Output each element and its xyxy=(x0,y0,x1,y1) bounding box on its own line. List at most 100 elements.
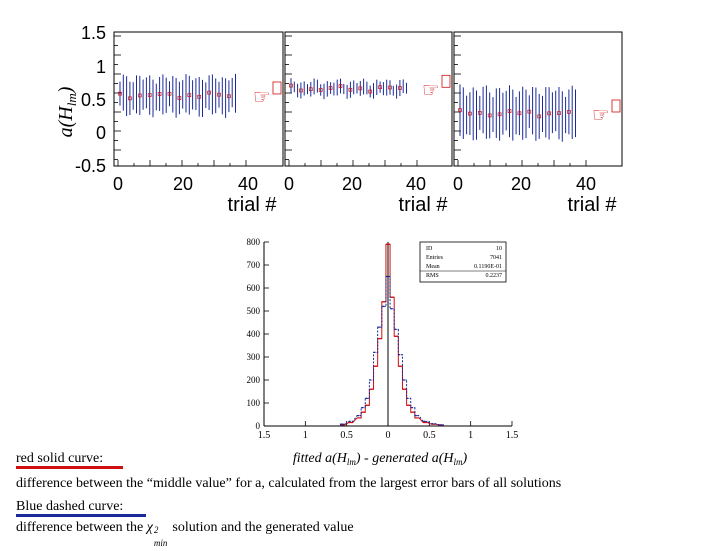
histogram-x-label: fitted a(Hlm) - generated a(Hlm) xyxy=(293,451,468,467)
x-axis-title: trial # xyxy=(399,194,449,216)
histogram-x-tick-label: 1.5 xyxy=(258,430,271,441)
histogram-y-tick-label: 400 xyxy=(247,329,261,339)
data-point xyxy=(557,111,561,116)
blue-caption-pre: difference between the xyxy=(16,520,147,535)
panel-2: ☞ xyxy=(284,31,453,167)
histogram-y-tick-label: 500 xyxy=(247,306,261,316)
true-value-marker xyxy=(272,81,282,95)
y-tick-label: 0 xyxy=(96,123,106,143)
x-axis-title: trial # xyxy=(228,194,278,216)
panel-frame xyxy=(284,31,453,167)
histogram-x-axis-title: fitted a(Hlm) - generated a(Hlm) xyxy=(293,451,468,467)
y-tick-label: 1.5 xyxy=(81,23,106,43)
y-tick-label: 0.5 xyxy=(81,90,106,110)
data-point xyxy=(157,92,162,96)
histogram-y-tick-label: 200 xyxy=(247,375,261,385)
stats-value: 0.2237 xyxy=(486,273,503,279)
panel-frame xyxy=(453,31,623,167)
data-point xyxy=(567,110,571,114)
data-point xyxy=(537,114,542,119)
stats-label: RMS xyxy=(426,273,439,279)
data-point xyxy=(477,111,482,115)
data-point xyxy=(147,93,152,97)
x-tick-label: 20 xyxy=(342,174,362,194)
blue-caption-heading: Blue dashed curve: xyxy=(16,499,124,514)
panel-group: ☞ ☞ ☞ xyxy=(113,31,623,167)
histogram-x-tick-label: 0.5 xyxy=(423,430,436,441)
histogram-x-tick-label: 1.5 xyxy=(506,430,519,441)
data-point xyxy=(318,88,323,92)
data-point xyxy=(207,90,211,95)
histogram-x-tick-label: 1 xyxy=(468,430,473,441)
data-point xyxy=(137,93,142,98)
blue-underline xyxy=(16,514,146,517)
data-point xyxy=(388,85,392,90)
data-point xyxy=(328,86,333,90)
stats-value: 0.1190E-01 xyxy=(474,264,502,270)
histogram-outline xyxy=(339,276,444,426)
red-caption-text: difference between the “middle value” fo… xyxy=(16,476,562,491)
x-tick-label: 20 xyxy=(173,174,193,194)
stats-label: Entries xyxy=(426,255,444,261)
histogram-y-tick-label: 700 xyxy=(247,260,261,270)
data-point xyxy=(527,109,532,114)
data-point xyxy=(289,83,293,88)
x-tick-label: 0 xyxy=(113,174,123,194)
pointing-hand-icon: ☞ xyxy=(592,102,610,126)
histogram-y-tick-label: 800 xyxy=(247,237,261,247)
data-point xyxy=(507,109,512,114)
chi-symbol: χ 2 min xyxy=(146,520,168,548)
data-point xyxy=(118,91,122,96)
data-point xyxy=(308,87,313,92)
y-tick-labels: 1.5 1 0.5 0 -0.5 xyxy=(75,23,106,176)
blue-caption-post: solution and the generated value xyxy=(168,520,354,535)
x-tick-labels: 0 20 40 0 20 40 0 20 40 xyxy=(113,174,596,194)
data-point xyxy=(177,96,182,100)
histogram-y-tick-label: 100 xyxy=(247,398,261,408)
data-point xyxy=(338,84,343,88)
data-point xyxy=(497,112,502,117)
y-tick-label: 1 xyxy=(96,57,106,77)
histogram-series xyxy=(339,243,444,426)
histogram-outline xyxy=(339,243,444,426)
histogram-y-tick-label: 0 xyxy=(256,421,261,431)
x-axis-titles: trial # trial # trial # xyxy=(228,194,618,216)
red-underline xyxy=(16,466,123,469)
stats-box: ID 10 Entries 7041 Mean 0.1190E-01 RMS 0… xyxy=(419,241,507,283)
panel-frame xyxy=(113,31,284,167)
stats-value: 10 xyxy=(496,246,502,252)
stats-label: Mean xyxy=(426,264,440,270)
x-tick-label: 20 xyxy=(511,174,531,194)
x-tick-label: 40 xyxy=(576,174,596,194)
histogram-y-tick-label: 600 xyxy=(247,283,261,293)
stats-value: 7041 xyxy=(490,255,502,261)
data-point xyxy=(348,87,353,92)
y-axis-label: a(Hlm) xyxy=(55,86,79,137)
data-point xyxy=(458,108,462,112)
x-tick-label: 0 xyxy=(284,174,294,194)
y-tick-label: -0.5 xyxy=(75,156,106,176)
data-point xyxy=(368,89,373,94)
true-value-marker xyxy=(441,74,451,88)
data-point xyxy=(547,111,551,116)
panel-3: ☞ xyxy=(453,31,623,167)
histogram-x-tick-label: 0 xyxy=(386,430,391,441)
data-point xyxy=(227,94,231,99)
stats-label: ID xyxy=(426,246,433,252)
x-tick-label: 40 xyxy=(238,174,258,194)
data-point xyxy=(217,92,221,97)
data-point xyxy=(398,86,402,90)
blue-caption-text: difference between the χ 2 min solution an… xyxy=(16,520,354,548)
data-point xyxy=(299,88,303,93)
data-point xyxy=(197,94,202,99)
data-point xyxy=(128,96,132,101)
data-point xyxy=(487,113,492,118)
data-point xyxy=(468,111,472,116)
x-axis-title: trial # xyxy=(568,194,618,216)
data-point xyxy=(167,91,172,96)
data-point xyxy=(517,111,522,116)
histogram-x-tick-label: 1 xyxy=(303,430,308,441)
red-solid-series xyxy=(339,243,444,426)
histogram-y-tick-label: 300 xyxy=(247,352,261,362)
panel-1: ☞ xyxy=(113,31,284,167)
